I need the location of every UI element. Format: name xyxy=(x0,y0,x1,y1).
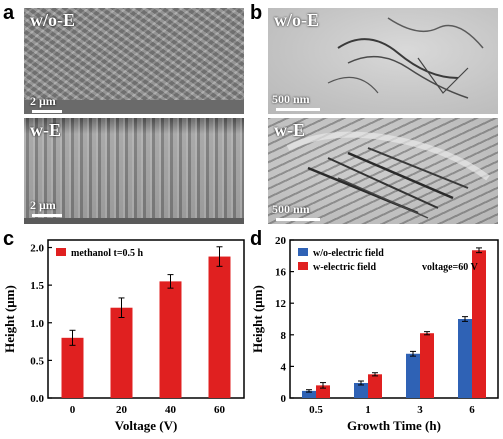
x-tick-label: 1 xyxy=(365,404,371,416)
tem-image-without-field: w/o-E 500 nm xyxy=(268,8,498,114)
y-tick-label: 0.0 xyxy=(30,393,44,405)
scale-label: 500 nm xyxy=(272,202,310,216)
y-axis-label: Height (μm) xyxy=(250,285,265,353)
plot-frame xyxy=(289,239,499,399)
image-label: w/o-E xyxy=(30,10,75,30)
y-tick-label: 0 xyxy=(281,393,287,405)
image-label: w-E xyxy=(30,120,61,140)
bar xyxy=(406,353,420,398)
bar xyxy=(316,385,330,398)
panel-letter-a: a xyxy=(3,2,15,24)
chart-annotation: voltage=60 V xyxy=(422,262,479,273)
bar xyxy=(208,256,231,398)
chart-height-vs-voltage: 0.0 0.5 1.0 1.5 2.0 0 20 40 60 methanol t=0.5 h Vo… xyxy=(2,239,245,433)
y-tick-label: 12 xyxy=(275,298,287,310)
substrate-band xyxy=(24,218,244,224)
y-tick-label: 20 xyxy=(275,235,287,247)
x-tick-label: 0.5 xyxy=(309,404,323,416)
plot-frame xyxy=(47,239,245,399)
x-tick-label: 0 xyxy=(70,404,76,416)
x-tick-label: 6 xyxy=(469,404,475,416)
scale-label: 2 μm xyxy=(30,94,56,108)
scale-label: 2 μm xyxy=(30,198,56,212)
scale-bar xyxy=(32,110,62,113)
tem-flakes xyxy=(327,17,484,99)
bar xyxy=(368,374,382,398)
bar xyxy=(159,281,182,398)
x-tick-label: 3 xyxy=(417,404,423,416)
x-axis-label: Voltage (V) xyxy=(115,418,178,433)
y-tick-label: 2.0 xyxy=(30,243,44,255)
y-tick-label: 4 xyxy=(281,361,287,373)
x-tick-label: 20 xyxy=(116,404,128,416)
x-axis-label: Growth Time (h) xyxy=(347,418,441,433)
image-label: w-E xyxy=(274,120,305,140)
legend-swatch xyxy=(56,248,66,256)
panel-letter-d: d xyxy=(250,228,263,250)
bar xyxy=(420,333,434,398)
sem-image-without-field: w/o-E 2 μm xyxy=(24,8,244,114)
scale-bar xyxy=(276,218,320,221)
y-tick-label: 1.5 xyxy=(30,280,44,292)
y-axis-label: Height (μm) xyxy=(2,285,17,353)
legend-swatch xyxy=(298,248,308,256)
y-tick-label: 1.0 xyxy=(30,318,44,330)
legend-label: w/o-electric field xyxy=(313,248,384,259)
legend-label: w-electric field xyxy=(313,262,376,273)
bar xyxy=(110,307,133,398)
scale-label: 500 nm xyxy=(272,92,310,106)
legend-swatch xyxy=(298,262,308,270)
x-tick-label: 40 xyxy=(165,404,177,416)
bar xyxy=(458,319,472,398)
bar xyxy=(354,382,368,398)
chart-height-vs-growth-time: 0 4 8 12 16 20 0.5 1 3 6 w/o-electric field w-elect… xyxy=(250,235,499,433)
bar xyxy=(302,390,316,398)
tem-aligned-flakes xyxy=(286,131,490,219)
image-label: w/o-E xyxy=(274,10,319,30)
bar xyxy=(61,337,84,398)
x-tick-label: 60 xyxy=(214,404,226,416)
y-tick-label: 16 xyxy=(275,267,287,279)
panel-letter-c: c xyxy=(3,228,15,250)
y-tick-label: 0.5 xyxy=(30,355,44,367)
y-tick-label: 8 xyxy=(281,330,287,342)
substrate-band xyxy=(24,100,244,114)
bar xyxy=(472,250,486,398)
scale-bar xyxy=(276,108,320,111)
sem-image-with-field: w-E 2 μm xyxy=(24,118,244,224)
legend-label: methanol t=0.5 h xyxy=(71,248,144,259)
panel-letter-b: b xyxy=(250,2,263,24)
tem-image-with-field: w-E 500 nm xyxy=(268,118,498,224)
scale-bar xyxy=(32,214,62,217)
